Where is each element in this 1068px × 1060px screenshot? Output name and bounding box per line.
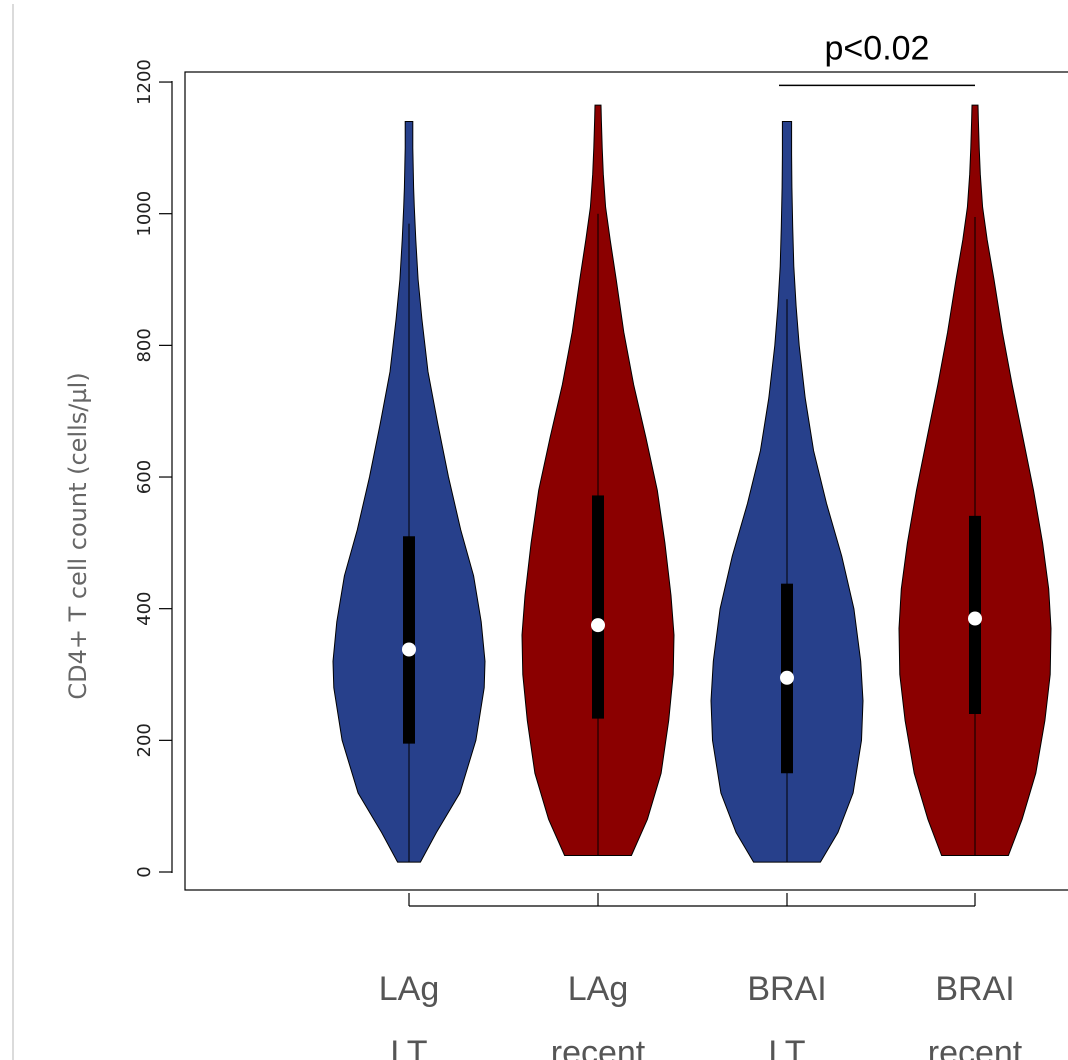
x-category-label-line1: LAg — [379, 970, 440, 1008]
violin-median-dot — [402, 642, 416, 657]
x-category-label-line1: BRAI — [747, 970, 826, 1008]
y-tick-label: 200 — [134, 723, 155, 757]
y-tick-label: 400 — [134, 592, 155, 626]
significance-annotation: p<0.02 — [779, 29, 975, 87]
y-tick-label: 0 — [134, 866, 155, 877]
y-tick-label: 1200 — [134, 59, 155, 105]
x-category-label-line1: BRAI — [935, 970, 1014, 1008]
x-category-label-line2: recent — [928, 1034, 1023, 1060]
y-tick-label: 600 — [134, 460, 155, 494]
x-category-label-line1: LAg — [568, 970, 629, 1008]
y-tick-label: 1000 — [134, 191, 155, 237]
x-category-label-line2: LT — [768, 1034, 805, 1060]
violin-median-dot — [591, 618, 605, 633]
significance-label: p<0.02 — [825, 29, 930, 67]
x-category-label-line2: recent — [551, 1034, 646, 1060]
violin-median-dot — [968, 611, 982, 626]
y-tick-label: 800 — [134, 328, 155, 362]
plot-frame — [184, 71, 1068, 891]
x-category-label-line2: LT — [390, 1034, 427, 1060]
violin-median-dot — [780, 670, 794, 685]
violins — [332, 104, 1052, 863]
y-axis-label: CD4+ T cell count (cells/µl) — [64, 372, 92, 699]
violin-iqr-box — [592, 495, 604, 719]
y-axis: 0 200 400 600 800 1000 1200 CD4+ T cell count … — [64, 59, 173, 878]
violin-iqr-box — [403, 536, 415, 744]
x-axis: LAg LT LAg recent BRAI LT BRAI recent — [379, 893, 1023, 1060]
